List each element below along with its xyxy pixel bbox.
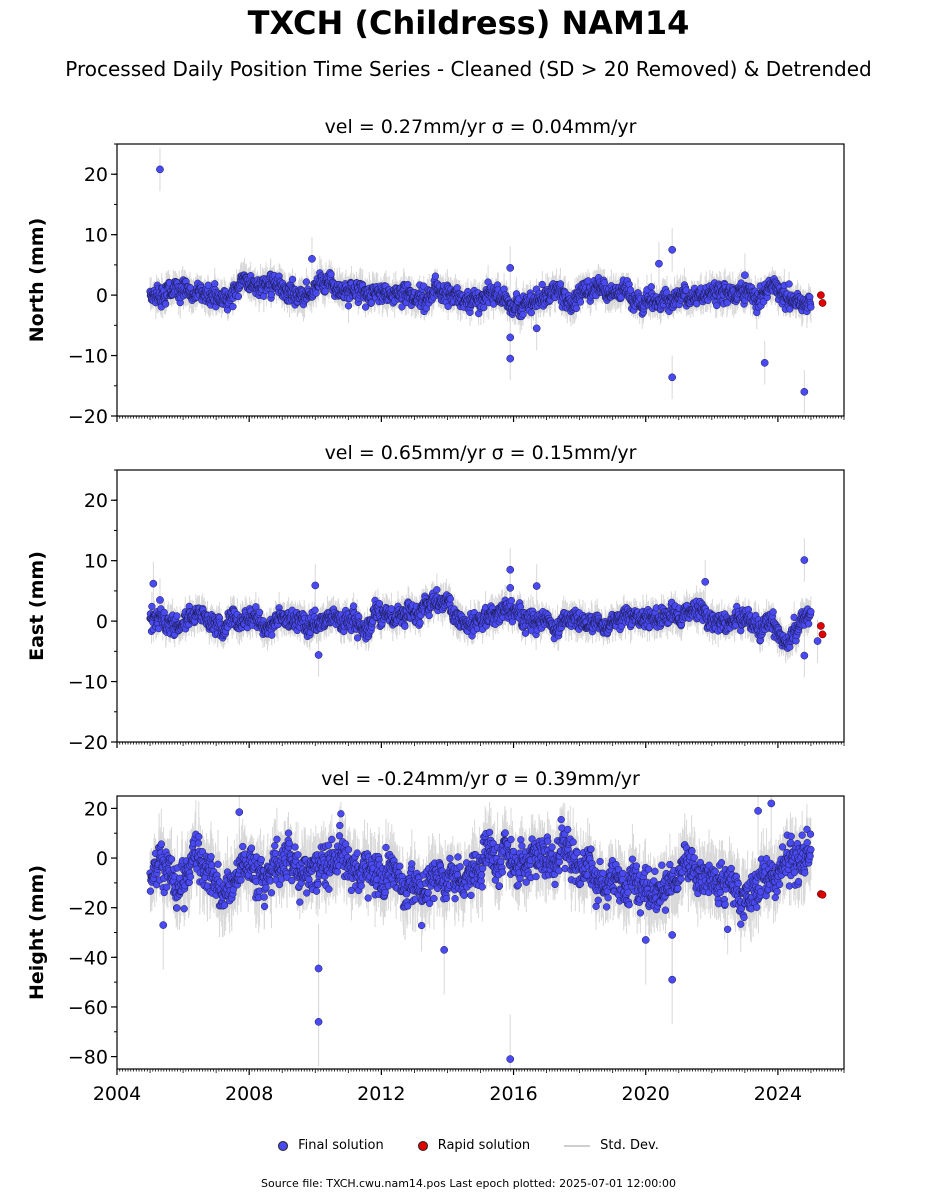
data-point xyxy=(162,300,170,308)
data-point xyxy=(367,299,376,307)
chart-title: TXCH (Childress) NAM14 xyxy=(247,4,690,42)
data-point xyxy=(572,304,581,313)
data-point xyxy=(626,286,635,294)
data-point xyxy=(302,278,311,286)
data-point xyxy=(480,303,488,312)
data-point xyxy=(321,287,329,295)
data-point xyxy=(344,302,353,310)
data-point xyxy=(713,301,721,310)
data-point xyxy=(741,271,749,280)
data-point xyxy=(800,387,809,396)
panel-0: −20 −10 0 10 20 vel = 0.27mm/yr σ = 0.04mm/yr… xyxy=(26,116,845,428)
data-point xyxy=(532,324,541,333)
final-points xyxy=(146,165,815,396)
data-point xyxy=(506,333,515,342)
data-point xyxy=(156,165,164,174)
chart-subtitle: Processed Daily Position Time Series - C… xyxy=(65,57,872,81)
data-point xyxy=(668,245,677,254)
data-point xyxy=(444,302,452,310)
data-point xyxy=(668,373,677,382)
data-point xyxy=(785,280,793,288)
data-point xyxy=(431,272,440,280)
panel-plot-area xyxy=(146,538,827,678)
data-point xyxy=(308,254,316,263)
y-tick-label: −20 xyxy=(68,406,108,428)
rapid-points xyxy=(817,291,827,307)
y-tick-label: 10 xyxy=(84,225,108,247)
y-tick-label: −10 xyxy=(68,346,108,368)
data-point xyxy=(527,309,536,317)
data-point xyxy=(655,259,663,268)
data-point xyxy=(361,303,370,311)
panel-frame xyxy=(116,143,845,417)
data-point xyxy=(556,280,565,288)
data-point xyxy=(760,358,769,367)
data-point xyxy=(312,289,320,297)
data-point xyxy=(229,302,237,311)
rapid-point xyxy=(818,299,827,307)
data-point xyxy=(506,264,515,272)
data-point xyxy=(807,303,815,311)
data-point xyxy=(538,280,546,289)
data-point xyxy=(647,283,655,291)
rapid-point xyxy=(817,291,825,299)
panel-plot-area xyxy=(146,147,827,414)
data-point xyxy=(234,292,243,301)
data-point xyxy=(398,303,406,311)
data-point xyxy=(288,275,297,284)
y-tick-label: 0 xyxy=(96,285,108,307)
data-point xyxy=(519,310,527,319)
y-tick-label: 20 xyxy=(84,164,108,186)
data-point xyxy=(327,270,335,278)
y-axis-label: North (mm) xyxy=(26,218,48,343)
data-point xyxy=(506,354,515,363)
data-point xyxy=(576,298,585,306)
panel-title: vel = 0.27mm/yr σ = 0.04mm/yr xyxy=(325,116,637,138)
